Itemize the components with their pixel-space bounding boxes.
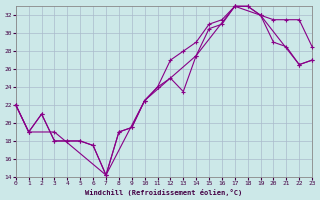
X-axis label: Windchill (Refroidissement éolien,°C): Windchill (Refroidissement éolien,°C): [85, 189, 243, 196]
